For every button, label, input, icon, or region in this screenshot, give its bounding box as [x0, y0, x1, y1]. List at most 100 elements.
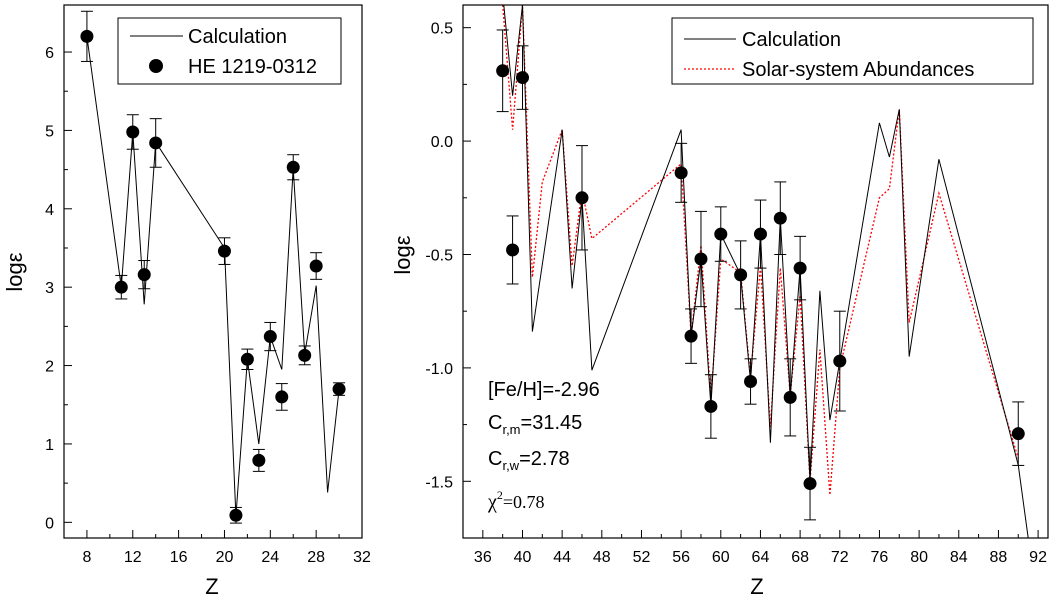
- annotation-crw-sub: r,w: [502, 458, 519, 473]
- right-data-point: [783, 390, 797, 404]
- annotation-crm-sub: r,m: [502, 422, 520, 437]
- left-legend-label-star: HE 1219-0312: [188, 56, 317, 78]
- left-y-tick-label: 1: [45, 437, 54, 454]
- right-data-point: [793, 261, 807, 275]
- right-data-point: [684, 329, 698, 343]
- right-x-tick-label: 36: [474, 549, 492, 566]
- right-data-point: [773, 211, 787, 225]
- left-x-tick-label: 12: [124, 549, 142, 566]
- right-series: [496, 5, 1029, 538]
- right-y-tick-label: -1.0: [425, 361, 453, 378]
- right-x-tick-label: 84: [950, 549, 968, 566]
- right-data-point: [704, 399, 718, 413]
- left-data-point: [252, 453, 266, 467]
- annotation-crm: Cr,m=31.45: [488, 412, 582, 437]
- left-y-tick-label: 4: [45, 202, 54, 219]
- right-x-tick-label: 80: [910, 549, 928, 566]
- right-x-tick-label: 88: [990, 549, 1008, 566]
- left-legend: Calculation HE 1219-0312: [117, 17, 342, 85]
- right-x-axis-label: Z: [750, 574, 763, 599]
- left-data-point: [80, 29, 94, 43]
- right-data-point: [803, 477, 817, 491]
- left-y-tick-label: 2: [45, 359, 54, 376]
- left-data-point: [114, 280, 128, 294]
- right-y-axis-label: logε: [390, 235, 415, 274]
- left-data-point: [217, 244, 231, 258]
- right-legend: Calculation Solar-system Abundances: [671, 17, 1034, 85]
- right-data-point: [714, 227, 728, 241]
- right-data-point: [515, 71, 529, 85]
- right-y-tick-label: 0.0: [431, 134, 453, 151]
- left-x-tick-label: 24: [261, 549, 279, 566]
- right-legend-label-solar: Solar-system Abundances: [742, 59, 974, 81]
- left-data-point: [263, 330, 277, 344]
- right-y-tick-label: -1.5: [425, 474, 453, 491]
- right-x-tick-label: 68: [791, 549, 809, 566]
- right-data-point: [674, 166, 688, 180]
- annotation-feh: [Fe/H]=-2.96: [488, 379, 600, 401]
- left-series-line-calculation: [86, 36, 340, 517]
- annotation-chi: χ2=0.78: [487, 488, 545, 513]
- right-x-tick-label: 76: [871, 549, 889, 566]
- right-x-tick-label: 44: [553, 549, 571, 566]
- annotation-chi-base: χ: [487, 491, 497, 513]
- left-clipped-series: [80, 10, 346, 524]
- right-panel: 36 40 44 48 52 56 60 64 68 72 76 80 84 88 92 0.5 0.0 -0.5…: [390, 4, 1049, 599]
- annotation-crm-value: =31.45: [521, 412, 583, 434]
- right-x-tick-label: 60: [712, 549, 730, 566]
- left-data-point: [298, 348, 312, 362]
- right-y-tick-label: -0.5: [425, 247, 453, 264]
- right-data-point: [833, 354, 847, 368]
- right-data-point: [694, 252, 708, 266]
- annotation-chi-value: =0.78: [503, 492, 545, 512]
- left-ticks: [64, 51, 363, 538]
- right-x-tick-label: 40: [514, 549, 532, 566]
- annotation-chi-sup: 2: [497, 488, 503, 502]
- right-data-point: [496, 64, 510, 78]
- left-legend-label-calculation: Calculation: [188, 26, 287, 48]
- left-y-tick-label: 0: [45, 515, 54, 532]
- left-data-point: [149, 136, 163, 150]
- left-legend-marker-swatch: [149, 59, 163, 73]
- right-plot-frame: [462, 4, 1049, 539]
- right-data-point: [744, 375, 758, 389]
- right-data-point: [734, 268, 748, 282]
- left-x-tick-label: 28: [307, 549, 325, 566]
- right-x-tick-label: 56: [672, 549, 690, 566]
- right-tick-labels: 36 40 44 48 52 56 60 64 68 72 76 80 84 88 92 0.5 0.0 -0.5…: [425, 21, 1047, 566]
- left-y-tick-label: 6: [45, 45, 54, 62]
- right-series-line-solar: [502, 5, 1019, 495]
- left-data-point: [126, 125, 140, 139]
- right-data-point: [1011, 427, 1025, 441]
- left-x-tick-label: 32: [353, 549, 371, 566]
- right-x-tick-label: 92: [1029, 549, 1047, 566]
- right-x-tick-label: 64: [752, 549, 770, 566]
- left-data-point: [137, 268, 151, 282]
- left-data-point: [275, 390, 289, 404]
- right-ticks: [463, 27, 1039, 538]
- left-plot-frame: [63, 4, 363, 539]
- right-x-tick-label: 52: [633, 549, 651, 566]
- right-y-tick-label: 0.5: [431, 21, 453, 38]
- left-y-axis-label: logε: [2, 252, 27, 291]
- annotation-crw: Cr,w=2.78: [488, 448, 570, 473]
- annotation-crm-base: C: [488, 412, 502, 434]
- right-x-tick-label: 72: [831, 549, 849, 566]
- left-y-tick-label: 5: [45, 123, 54, 140]
- right-x-tick-label: 48: [593, 549, 611, 566]
- right-legend-label-calculation: Calculation: [742, 29, 841, 51]
- left-series: [80, 10, 346, 524]
- right-data-point: [575, 191, 589, 205]
- left-x-tick-label: 20: [216, 549, 234, 566]
- left-data-point: [286, 160, 300, 174]
- right-annotations: [Fe/H]=-2.96 Cr,m=31.45 Cr,w=2.78 χ2=0.7…: [487, 379, 600, 513]
- left-data-point: [229, 508, 243, 522]
- right-data-point: [506, 243, 520, 257]
- right-clipped-series: [496, 5, 1029, 538]
- annotation-crw-base: C: [488, 448, 502, 470]
- annotation-crw-value: =2.78: [519, 448, 570, 470]
- left-x-tick-label: 8: [82, 549, 91, 566]
